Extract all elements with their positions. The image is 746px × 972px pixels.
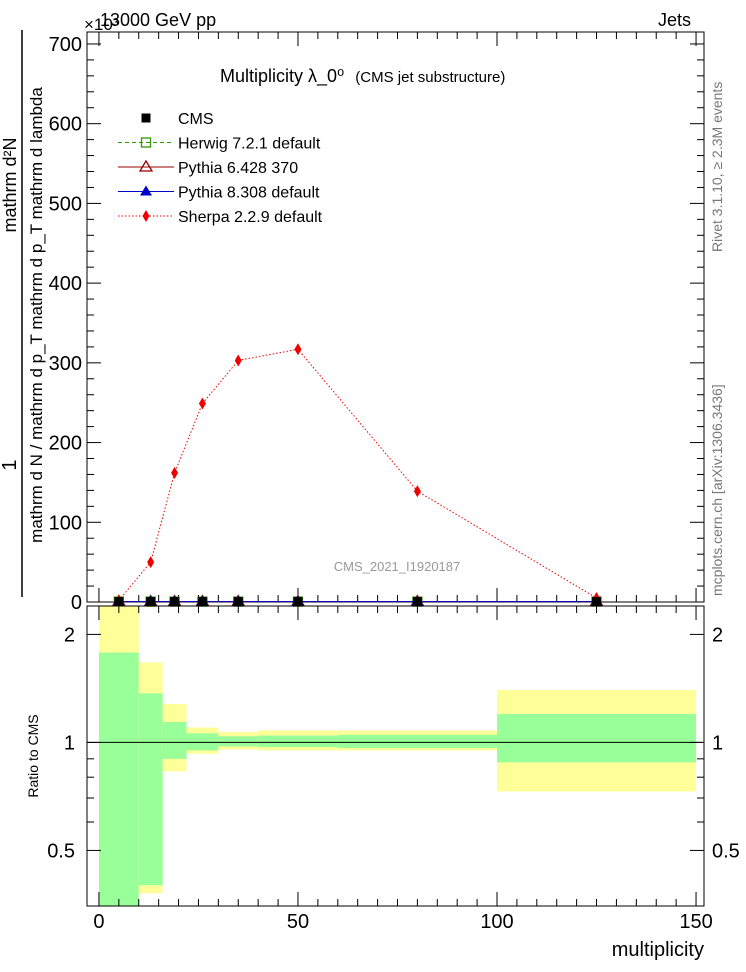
x-axis-label: multiplicity <box>612 939 704 961</box>
data-point <box>293 597 303 607</box>
main-axis-ticks: 0 100 200 300 400 500 600 700 <box>49 32 704 614</box>
ratio-band-green <box>218 736 259 747</box>
ratio-band-green <box>337 734 498 748</box>
ylabel-top: 1 <box>0 459 21 470</box>
y-tick-label: 700 <box>49 34 82 56</box>
ratio-axis-ticks: 0.5 0.5 1 1 2 2 0 50 100 150 <box>47 606 740 933</box>
y-tick-label: 300 <box>49 353 82 375</box>
ratio-bands <box>98 606 697 906</box>
series-0 <box>114 597 602 607</box>
data-point <box>170 597 180 607</box>
ratio-tick-label-right: 0.5 <box>712 840 740 862</box>
legend-item: Sherpa 2.2.9 default <box>118 209 323 226</box>
data-point <box>138 159 154 172</box>
data-point <box>171 466 179 479</box>
legend-item: Herwig 7.2.1 default <box>118 136 321 153</box>
ratio-tick-label-left: 2 <box>64 624 75 646</box>
main-series-layer <box>111 343 604 607</box>
legend: CMS Herwig 7.2.1 default Pythia 6.428 370 P… <box>118 111 323 226</box>
exponent-label: ×10³ <box>84 15 119 34</box>
legend-label: Herwig 7.2.1 default <box>178 136 321 153</box>
chart-title: Multiplicity λ_0⁰ (CMS jet substructure) <box>220 66 505 87</box>
x-tick-label: 100 <box>480 911 513 933</box>
legend-label: Pythia 8.308 default <box>178 185 320 202</box>
data-point <box>147 556 155 569</box>
x-tick-label: 150 <box>679 911 712 933</box>
legend-label: Pythia 6.428 370 <box>178 160 298 177</box>
rivet-info: Rivet 3.1.10, ≥ 2.3M events <box>709 82 725 252</box>
series-4 <box>115 343 601 607</box>
legend-item: Pythia 6.428 370 <box>118 159 298 177</box>
ylabel-main: mathrm d N / mathrm d p_T mathrm d p_T m… <box>27 87 46 543</box>
y-tick-label: 100 <box>49 512 82 534</box>
y-tick-label: 0 <box>71 592 82 614</box>
energy-label: 13000 GeV pp <box>100 10 216 30</box>
y-tick-label: 500 <box>49 193 82 215</box>
ratio-ylabel: Ratio to CMS <box>25 714 41 797</box>
data-point <box>294 343 302 356</box>
x-tick-label: 0 <box>93 911 104 933</box>
mcplots-info: mcplots.cern.ch [arXiv:1306.3436] <box>709 384 725 596</box>
y-tick-label: 200 <box>49 433 82 455</box>
data-point <box>141 113 151 123</box>
data-point <box>233 597 243 607</box>
data-point <box>140 185 152 196</box>
ylabel-numerator: mathrm d²N <box>0 137 20 232</box>
ratio-plot-frame <box>86 605 705 907</box>
x-tick-label: 50 <box>287 911 309 933</box>
ratio-tick-label-right: 2 <box>712 624 723 646</box>
data-point <box>146 597 156 607</box>
y-tick-label: 400 <box>49 273 82 295</box>
legend-item: Pythia 8.308 default <box>118 185 320 202</box>
data-point <box>592 597 602 607</box>
data-point <box>140 137 152 148</box>
ratio-tick-label-right: 1 <box>712 732 723 754</box>
ratio-tick-label-left: 0.5 <box>47 840 75 862</box>
ratio-band-green <box>162 721 187 759</box>
legend-label: CMS <box>178 111 214 128</box>
legend-label: Sherpa 2.2.9 default <box>178 209 323 226</box>
data-point <box>114 597 124 607</box>
data-point <box>198 397 206 410</box>
ratio-band-green <box>497 714 697 763</box>
data-point <box>234 354 242 367</box>
ratio-band-green <box>258 735 338 748</box>
ratio-band-green <box>186 733 219 751</box>
category-label: Jets <box>658 10 691 30</box>
data-point <box>197 597 207 607</box>
data-point <box>413 485 421 498</box>
data-point <box>412 597 422 607</box>
analysis-watermark: CMS_2021_I1920187 <box>334 559 461 574</box>
data-point <box>142 210 150 222</box>
y-tick-label: 600 <box>49 114 82 136</box>
legend-item: CMS <box>141 111 214 128</box>
ratio-tick-label-left: 1 <box>64 732 75 754</box>
chart-title-sub: (CMS jet substructure) <box>355 69 505 86</box>
ratio-band-green <box>138 693 163 886</box>
ratio-band-green <box>98 652 139 906</box>
